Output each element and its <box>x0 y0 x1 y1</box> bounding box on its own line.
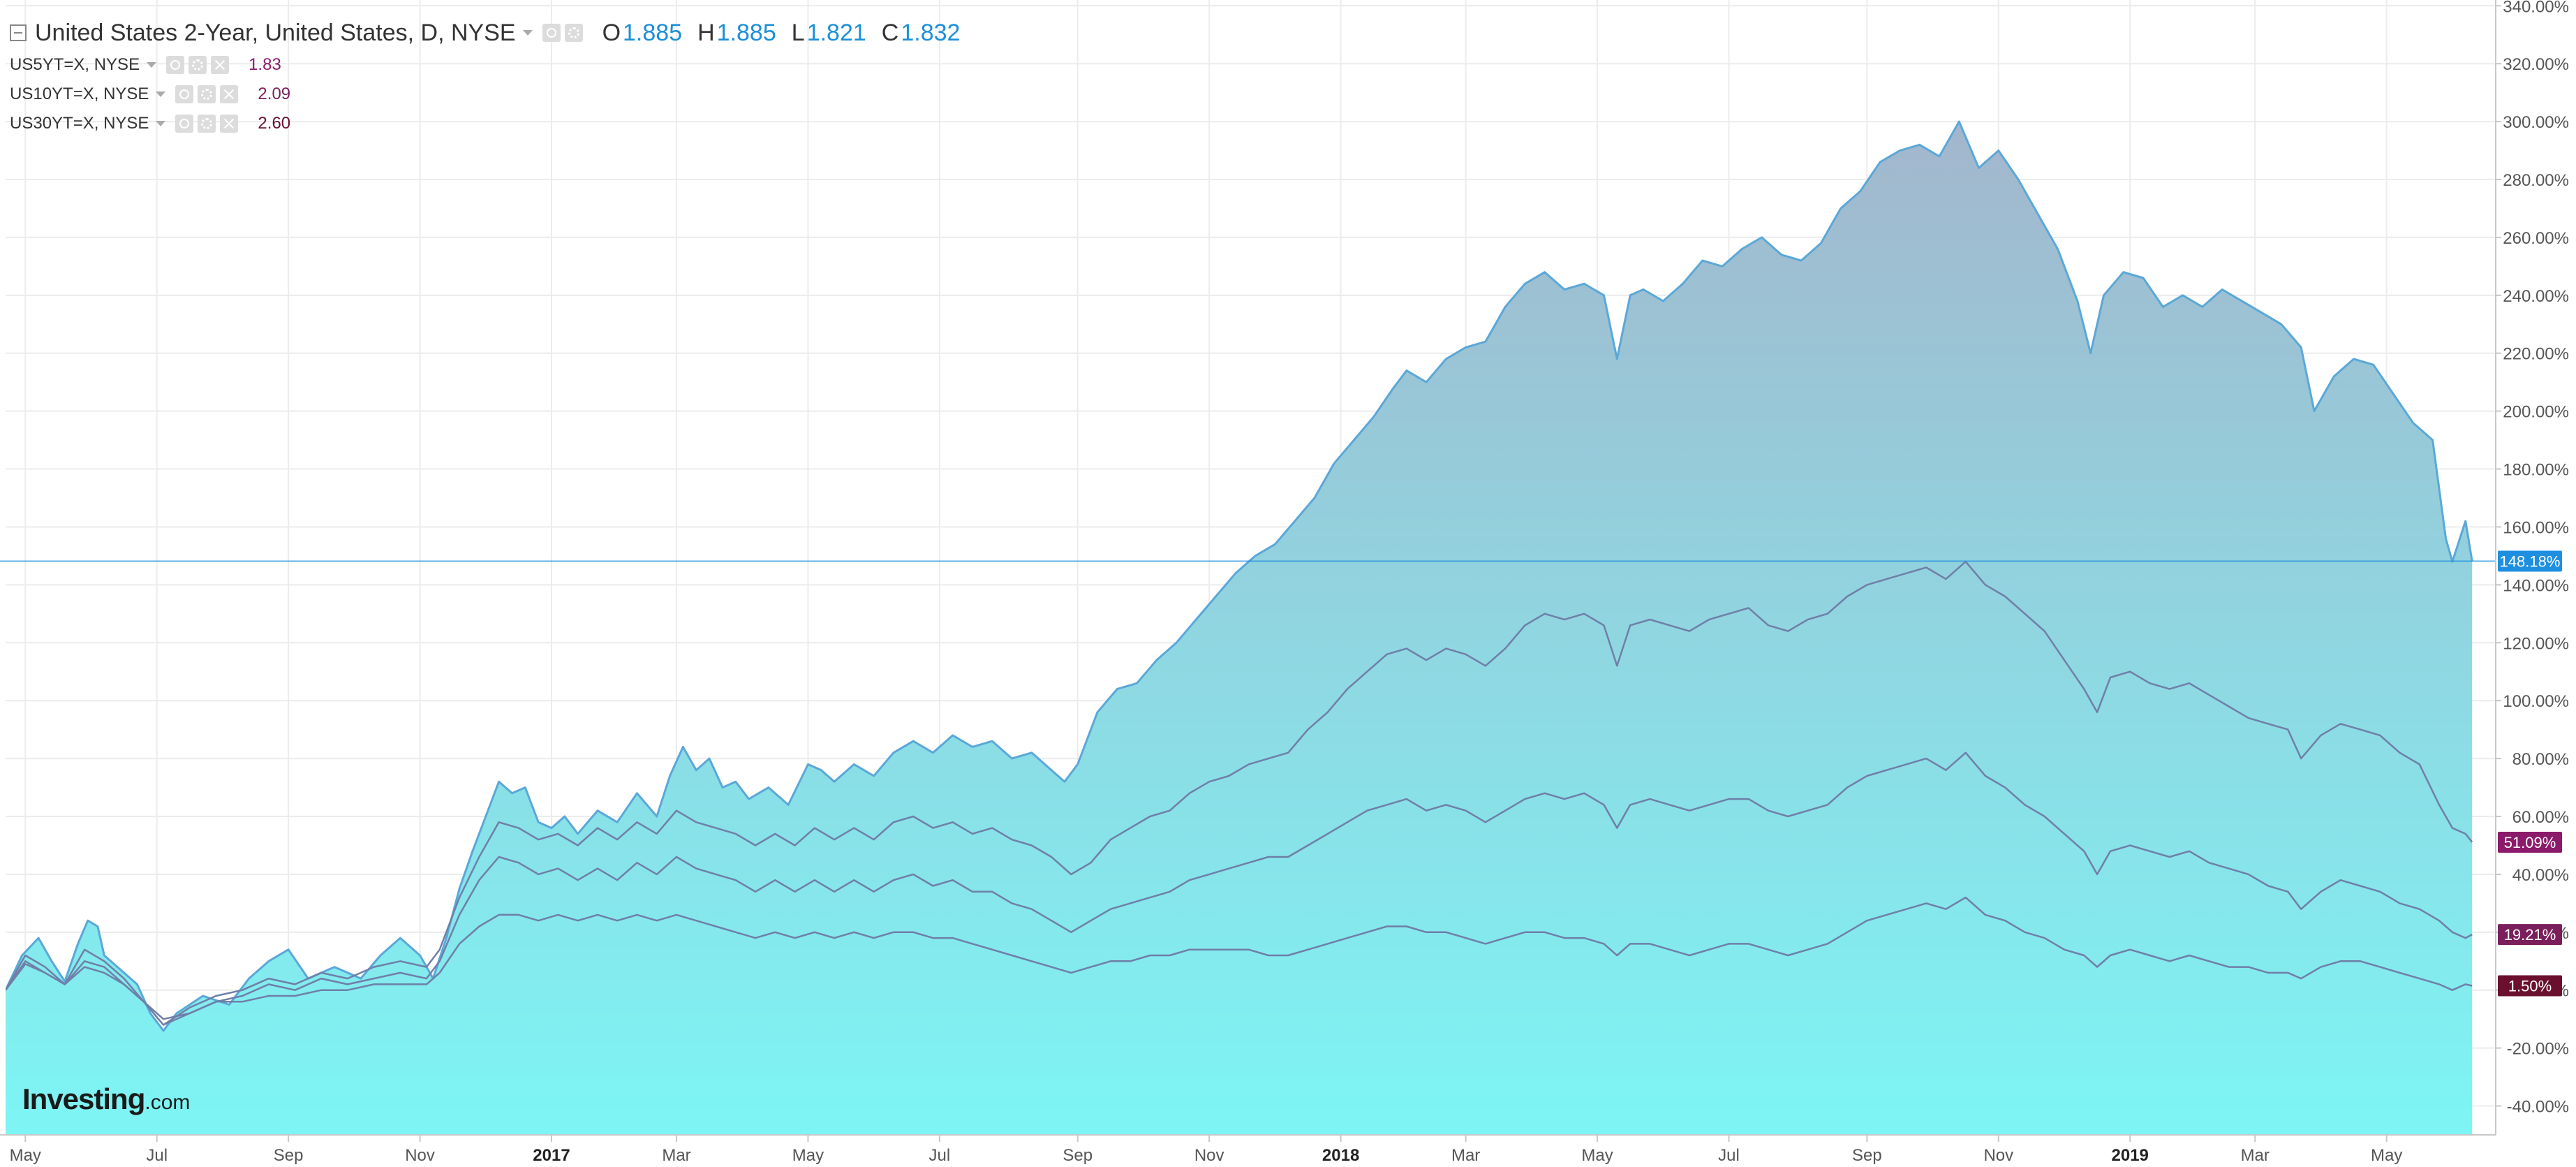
y-tick-label: 80.00% <box>2512 750 2569 769</box>
comparison-value: 2.60 <box>258 114 291 133</box>
y-tick-label: 280.00% <box>2503 171 2569 190</box>
x-tick-label: Jul <box>146 1146 168 1165</box>
last-value-label: 148.18% <box>2500 552 2561 570</box>
comparison-series-line[interactable] <box>6 751 2473 1026</box>
last-value-badge: 148.18% <box>2498 550 2562 572</box>
investing-logo: Investing.com <box>22 1082 190 1116</box>
y-tick-label: 200.00% <box>2503 403 2569 422</box>
y-tick-label: 260.00% <box>2503 229 2569 248</box>
y-tick-label: 340.00% <box>2503 0 2569 16</box>
x-tick-label: May <box>792 1146 824 1165</box>
y-tick-label: 160.00% <box>2503 518 2569 537</box>
last-value-badge: 19.21% <box>2498 924 2562 946</box>
x-tick-label: Nov <box>1194 1146 1224 1165</box>
low-value: 1.821 <box>806 19 866 46</box>
area-layer <box>6 122 2473 1135</box>
gear-icon[interactable] <box>198 85 216 103</box>
close-icon[interactable] <box>220 85 239 103</box>
last-value-badge: 1.50% <box>2498 975 2562 997</box>
legend-comparison-row-us5y: US5YT=X, NYSE 1.83 <box>10 50 960 80</box>
x-tick-label: Sep <box>1063 1146 1093 1165</box>
chevron-down-icon[interactable] <box>156 91 166 97</box>
high-value: 1.885 <box>716 19 776 46</box>
open-value: 1.885 <box>623 19 683 46</box>
legend-comparison-row-us30y: US30YT=X, NYSE 2.60 <box>10 109 960 138</box>
eye-icon[interactable] <box>166 56 185 74</box>
legend-main-row: United States 2-Year, United States, D, … <box>10 15 960 50</box>
gear-icon[interactable] <box>564 24 583 42</box>
y-tick-label: 220.00% <box>2503 345 2569 364</box>
x-tick-label: Nov <box>1983 1146 2013 1165</box>
gear-icon[interactable] <box>198 115 216 133</box>
y-tick-label: 100.00% <box>2503 692 2569 711</box>
x-tick-label: Mar <box>1451 1146 1480 1165</box>
y-tick-label: 140.00% <box>2503 576 2569 595</box>
x-tick-label: May <box>1581 1146 1613 1165</box>
low-key: L <box>791 19 805 46</box>
eye-icon[interactable] <box>175 85 194 103</box>
chevron-down-icon[interactable] <box>147 62 157 68</box>
comparison-value: 1.83 <box>249 55 281 74</box>
x-tick-label: 2019 <box>2112 1146 2149 1165</box>
x-tick-label: Jul <box>1718 1146 1740 1165</box>
x-tick-label: May <box>2371 1146 2402 1165</box>
logo-name: Investing <box>22 1082 145 1115</box>
main-series-area <box>6 122 2473 1135</box>
y-tick-label: -20.00% <box>2507 1040 2569 1059</box>
close-value: 1.832 <box>901 19 961 46</box>
main-series-line[interactable] <box>6 120 2473 1032</box>
comparison-symbol-label[interactable]: US10YT=X, NYSE <box>10 85 149 103</box>
y-tick-label: 320.00% <box>2503 55 2569 74</box>
eye-icon[interactable] <box>542 24 561 42</box>
collapse-legend-icon[interactable] <box>10 24 27 41</box>
x-tick-label: Nov <box>405 1146 435 1165</box>
chevron-down-icon[interactable] <box>522 30 533 36</box>
comparison-series-line[interactable] <box>6 896 2473 1020</box>
gear-icon[interactable] <box>188 56 207 74</box>
comparison-symbol-label[interactable]: US5YT=X, NYSE <box>10 55 140 74</box>
time-axis[interactable]: May Jul Sep Nov 2017 Mar May Jul Sep Nov 2018 Mar Ma… <box>10 1135 2403 1165</box>
x-tick-label: Mar <box>662 1146 690 1165</box>
comparison-series-line[interactable] <box>6 560 2473 1026</box>
x-tick-label: Sep <box>1852 1146 1882 1165</box>
close-icon[interactable] <box>220 115 239 133</box>
open-key: O <box>602 19 621 46</box>
main-symbol-label[interactable]: United States 2-Year, United States, D, … <box>35 19 516 46</box>
last-value-label: 19.21% <box>2504 926 2556 944</box>
chevron-down-icon[interactable] <box>156 121 166 126</box>
high-key: H <box>697 19 715 46</box>
last-value-label: 1.50% <box>2508 978 2552 995</box>
chart-legend: United States 2-Year, United States, D, … <box>10 15 960 138</box>
close-icon[interactable] <box>211 56 230 74</box>
x-tick-label: 2018 <box>1322 1146 1359 1165</box>
y-tick-label: 180.00% <box>2503 461 2569 480</box>
x-tick-label: Sep <box>274 1146 304 1165</box>
y-tick-label: -40.00% <box>2507 1098 2569 1117</box>
last-value-badges: 148.18% 51.09% 19.21% 1.50% <box>2498 550 2562 997</box>
comparison-symbol-label[interactable]: US30YT=X, NYSE <box>10 114 149 133</box>
eye-icon[interactable] <box>175 115 194 133</box>
y-tick-label: 40.00% <box>2512 866 2569 885</box>
y-tick-label: 240.00% <box>2503 287 2569 306</box>
y-tick-label: 120.00% <box>2503 634 2569 653</box>
line-layer <box>6 120 2473 1032</box>
logo-suffix: .com <box>145 1091 191 1114</box>
x-tick-label: May <box>10 1146 41 1165</box>
x-tick-label: 2017 <box>533 1146 570 1165</box>
y-tick-label: 300.00% <box>2503 113 2569 132</box>
close-key: C <box>881 19 899 46</box>
x-tick-label: Mar <box>2241 1146 2270 1165</box>
legend-comparison-row-us10y: US10YT=X, NYSE 2.09 <box>10 80 960 109</box>
last-value-badge: 51.09% <box>2498 831 2562 853</box>
comparison-value: 2.09 <box>258 85 291 103</box>
y-tick-label: 60.00% <box>2512 808 2569 827</box>
last-value-label: 51.09% <box>2504 834 2556 851</box>
x-tick-label: Jul <box>929 1146 951 1165</box>
